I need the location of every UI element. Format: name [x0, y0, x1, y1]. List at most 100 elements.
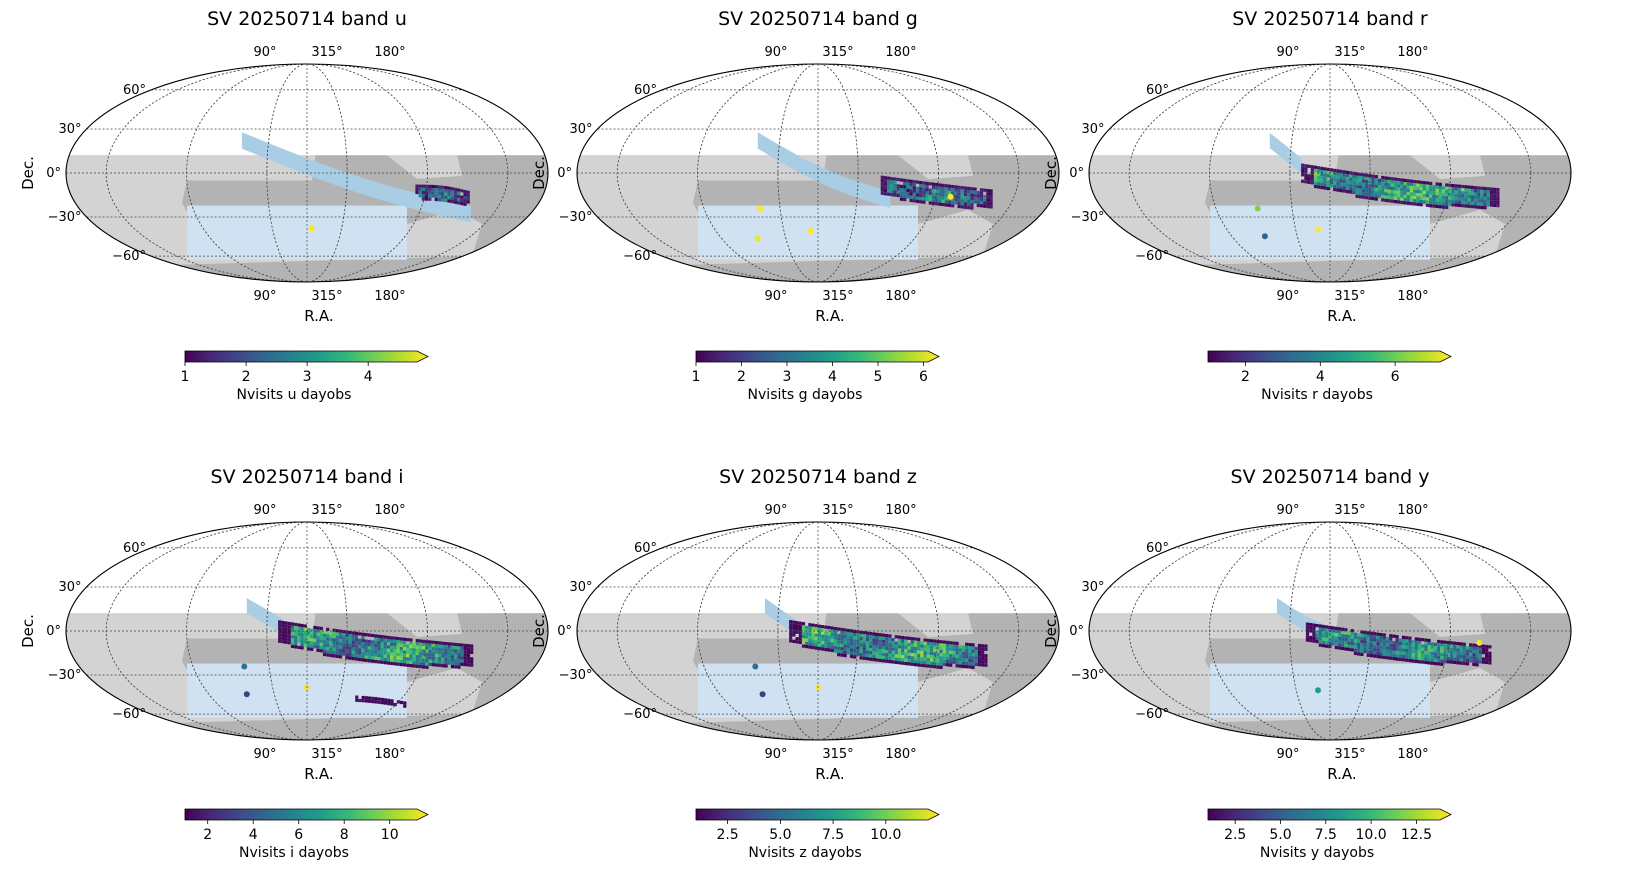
healpix-pixel [965, 652, 969, 656]
healpix-pixel [1345, 177, 1350, 181]
healpix-pixel [1416, 186, 1420, 190]
deep-drilling-field [754, 235, 761, 242]
healpix-pixel [1360, 633, 1364, 637]
healpix-pixel [885, 643, 889, 647]
healpix-pixel [913, 643, 918, 648]
healpix-pixel [297, 629, 301, 633]
healpix-pixel [1377, 185, 1382, 189]
healpix-pixel [967, 202, 971, 206]
healpix-pixel [412, 642, 416, 646]
healpix-pixel [1409, 186, 1414, 190]
healpix-pixel [888, 653, 892, 657]
healpix-pixel [894, 654, 898, 658]
healpix-pixel [968, 649, 972, 653]
healpix-pixel [1336, 185, 1340, 189]
healpix-pixel [1405, 642, 1409, 646]
healpix-pixel [306, 634, 311, 638]
healpix-pixel [399, 653, 403, 657]
healpix-pixel [415, 190, 419, 195]
healpix-pixel [1366, 634, 1370, 638]
healpix-pixel [1408, 652, 1412, 656]
healpix-pixel [1317, 185, 1321, 189]
healpix-pixel [422, 639, 426, 643]
healpix-pixel [901, 645, 905, 649]
healpix-pixel [351, 647, 355, 651]
healpix-pixel [1411, 646, 1415, 650]
healpix-pixel [843, 634, 847, 638]
healpix-pixel [1416, 199, 1420, 203]
healpix-pixel [287, 634, 291, 638]
healpix-pixel [1430, 655, 1434, 659]
healpix-pixel [1416, 183, 1420, 187]
healpix-pixel [1360, 636, 1364, 640]
healpix-pixel [370, 656, 375, 660]
healpix-pixel [281, 636, 285, 641]
healpix-pixel [1461, 184, 1465, 189]
healpix-pixel [1371, 190, 1375, 194]
healpix-pixel [1486, 187, 1490, 191]
healpix-pixel [1473, 186, 1478, 190]
healpix-pixel [1437, 643, 1441, 647]
healpix-pixel [444, 186, 448, 190]
healpix-pixel [881, 659, 886, 663]
healpix-pixel [338, 655, 343, 659]
healpix-pixel [941, 196, 945, 200]
dec-tick: 60° [123, 541, 146, 556]
healpix-pixel [1336, 178, 1340, 183]
healpix-pixel [1349, 177, 1353, 181]
healpix-pixel [428, 194, 432, 198]
healpix-pixel [869, 641, 873, 645]
colorbar-tick: 5.0 [769, 827, 791, 843]
healpix-pixel [300, 627, 304, 631]
healpix-pixel [878, 639, 882, 643]
healpix-pixel [941, 187, 945, 191]
healpix-pixel [284, 624, 288, 628]
healpix-pixel [1395, 644, 1399, 648]
healpix-pixel [872, 642, 876, 646]
healpix-pixel [434, 641, 439, 645]
healpix-pixel [1323, 173, 1327, 177]
healpix-pixel [1413, 186, 1417, 190]
healpix-pixel [412, 651, 416, 655]
healpix-pixel [1493, 194, 1497, 198]
healpix-pixel [1312, 626, 1316, 630]
healpix-pixel [364, 658, 368, 662]
healpix-pixel [805, 641, 809, 645]
healpix-pixel [444, 195, 448, 199]
healpix-pixel [294, 626, 298, 630]
healpix-pixel [1381, 185, 1385, 189]
healpix-pixel [1465, 655, 1470, 659]
healpix-pixel [425, 652, 429, 657]
healpix-pixel [1344, 631, 1348, 635]
healpix-pixel [915, 190, 920, 194]
healpix-pixel [840, 640, 844, 644]
healpix-pixel [958, 654, 962, 659]
healpix-pixel [967, 186, 971, 190]
healpix-pixel [1406, 188, 1410, 192]
healpix-pixel [840, 634, 844, 638]
healpix-pixel [1429, 181, 1433, 185]
healpix-pixel [792, 623, 796, 627]
healpix-pixel [1477, 196, 1481, 200]
healpix-pixel [814, 630, 818, 634]
healpix-pixel [1425, 181, 1430, 185]
healpix-pixel [284, 637, 288, 641]
healpix-pixel [1413, 202, 1417, 206]
healpix-pixel [912, 192, 916, 197]
healpix-pixel [1345, 190, 1350, 194]
healpix-pixel [438, 657, 442, 661]
healpix-pixel [406, 654, 410, 658]
healpix-pixel [1323, 170, 1327, 174]
healpix-pixel [933, 645, 937, 650]
healpix-pixel [945, 650, 950, 654]
healpix-pixel [1313, 184, 1318, 189]
healpix-pixel [983, 201, 987, 205]
healpix-pixel [428, 653, 432, 657]
healpix-pixel [1326, 167, 1330, 171]
healpix-pixel [1422, 187, 1426, 191]
healpix-pixel [1325, 644, 1329, 648]
healpix-pixel [316, 639, 320, 643]
healpix-pixel [862, 640, 866, 644]
healpix-pixel [1429, 194, 1433, 198]
ra-tick-top: 90° [764, 45, 787, 60]
